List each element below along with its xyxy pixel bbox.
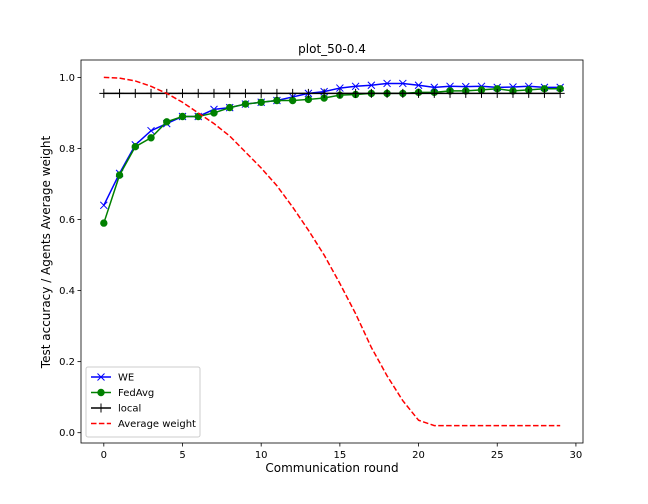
x-axis-label: Communication round <box>265 461 398 475</box>
point <box>210 109 218 117</box>
point <box>178 88 188 98</box>
point <box>492 88 502 98</box>
series-line <box>103 76 561 427</box>
plot-frame <box>80 59 584 444</box>
y-tick-label: 1.0 <box>59 73 75 84</box>
point <box>225 88 235 98</box>
x-tick-label: 25 <box>491 450 504 461</box>
legend-label: WE <box>118 373 134 384</box>
chart-title: plot_50-0.4 <box>298 42 366 56</box>
point <box>445 88 455 98</box>
point <box>335 88 345 98</box>
point <box>429 88 439 98</box>
point <box>539 88 549 98</box>
point <box>209 88 219 98</box>
point <box>414 81 423 90</box>
point <box>147 126 155 135</box>
point <box>100 219 108 227</box>
point <box>414 88 424 98</box>
y-axis-label: Test accuracy / Agents Average weight <box>39 136 53 370</box>
point <box>115 171 124 179</box>
point <box>288 96 297 105</box>
legend-box <box>85 366 201 438</box>
point <box>240 88 250 98</box>
point <box>398 79 407 88</box>
point <box>367 81 376 90</box>
point <box>241 100 250 108</box>
point <box>336 84 344 92</box>
point <box>319 88 329 98</box>
point <box>130 88 140 98</box>
point <box>351 82 360 91</box>
y-tick-label: 0.4 <box>59 286 75 297</box>
point <box>366 88 376 98</box>
legend-label: Average weight <box>118 419 196 430</box>
point <box>288 88 298 98</box>
point <box>272 88 282 98</box>
x-tick-label: 20 <box>412 450 425 461</box>
x-tick-label: 10 <box>255 450 268 461</box>
point <box>303 88 313 98</box>
point <box>524 88 534 98</box>
point <box>131 142 139 151</box>
point <box>273 96 281 105</box>
point <box>257 98 265 106</box>
point <box>508 88 518 98</box>
point <box>115 88 125 98</box>
legend-marker <box>96 403 106 413</box>
point <box>99 201 108 210</box>
point <box>256 88 266 98</box>
point <box>193 88 203 98</box>
point <box>382 88 392 98</box>
x-tick-label: 5 <box>179 450 185 461</box>
point <box>226 103 234 112</box>
point <box>351 88 361 98</box>
point <box>178 112 187 121</box>
legend-label: local <box>118 404 141 415</box>
point <box>383 79 391 88</box>
point <box>147 134 155 142</box>
legend-marker <box>97 373 105 381</box>
y-tick-label: 0.2 <box>59 357 75 368</box>
x-tick-label: 15 <box>334 450 347 461</box>
point <box>146 88 156 98</box>
x-tick-label: 0 <box>101 450 107 461</box>
legend: WE FedAvg local Average weight <box>85 366 201 438</box>
y-tick-label: 0.6 <box>59 215 75 226</box>
x-tick-label: 30 <box>570 450 583 461</box>
point <box>99 88 109 98</box>
point <box>461 88 471 98</box>
legend-marker <box>97 388 105 397</box>
y-tick-label: 0.8 <box>59 144 75 155</box>
point <box>476 88 486 98</box>
y-tick-label: 0.0 <box>59 428 75 439</box>
point <box>398 88 408 98</box>
point <box>163 118 171 126</box>
point <box>555 88 565 98</box>
legend-label: FedAvg <box>118 388 154 399</box>
